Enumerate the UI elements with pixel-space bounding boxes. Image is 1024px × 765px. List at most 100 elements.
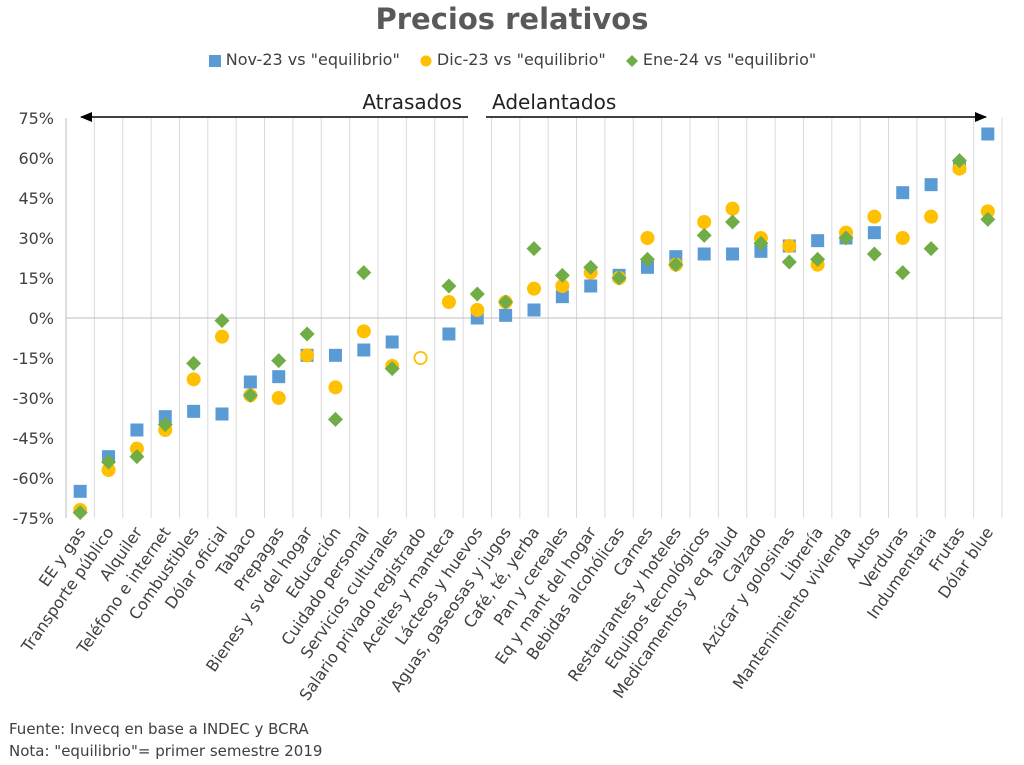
chart-title: Precios relativos [375,2,649,36]
point-nov [130,423,144,437]
point-ene [327,411,343,427]
point-ene [951,153,967,169]
point-dic [129,441,144,456]
point-dic [470,303,485,317]
point-ene [554,267,570,283]
point-ene [101,454,117,470]
point-ene [725,214,741,230]
point-ene [639,251,655,267]
legend-item-nov: Nov-23 vs "equilibrio" [208,50,400,69]
point-ene [186,355,202,371]
point-ene [526,241,542,257]
y-tick-label: 30% [18,229,54,248]
point-nov [527,303,541,317]
axes [65,118,1002,518]
legend-label-nov: Nov-23 vs "equilibrio" [225,50,400,69]
point-nov [328,348,342,362]
footnote: Nota: "equilibrio"= primer semestre 2019 [9,742,323,760]
point-nov [640,260,654,274]
point-dic [555,279,570,293]
point-ene [299,326,315,342]
point-nov [697,247,711,261]
point-dic [300,348,315,363]
point-ene [583,259,599,275]
annotations: Atrasados Adelantados [80,90,987,122]
point-dic [271,391,286,405]
point-dic [356,324,371,339]
point-dic [952,161,967,176]
legend-label-ene: Ene-24 vs "equilibrio" [642,50,817,69]
notes: Fuente: Invecq en base a INDEC y BCRA No… [9,718,322,762]
point-dic [101,463,116,477]
point-nov [981,127,995,141]
point-nov [754,244,768,258]
y-tick-label: -75% [13,509,54,528]
y-tick-label: 75% [18,109,54,128]
point-ene [895,265,911,281]
point-ene [441,278,457,294]
point-nov [811,234,825,248]
point-ene [923,241,939,257]
point-ene [129,449,145,465]
point-nov [215,407,229,421]
y-tick-label: -30% [13,389,54,408]
point-ene [498,294,514,310]
legend-item-ene: Ene-24 vs "equilibrio" [625,50,816,69]
y-tick-label: -15% [13,349,54,368]
point-nov [924,178,938,192]
point-nov [555,290,569,304]
legend-label-dic: Dic-23 vs "equilibrio" [436,50,606,69]
point-nov [73,484,87,498]
y-tick-label: 45% [18,189,54,208]
point-ene [781,254,797,270]
point-dic [215,329,229,344]
point-dic-hollow [413,351,428,365]
point-ene [696,227,712,243]
point-nov [726,247,740,261]
y-tick-label: 0% [29,309,54,328]
point-nov [584,279,598,293]
y-tick-label: -60% [13,469,54,488]
point-ene [72,505,88,521]
point-nov [357,343,371,357]
diamond-marker-icon [625,54,638,67]
point-dic [924,209,939,224]
point-dic [527,281,541,296]
legend-item-dic: Dic-23 vs "equilibrio" [419,50,606,69]
point-nov [867,226,881,240]
point-dic [782,239,797,253]
legend: Nov-23 vs "equilibrio" Dic-23 vs "equili… [0,50,1024,69]
annotation-left: Atrasados [362,90,462,114]
y-tick-label: 60% [18,149,54,168]
point-nov [896,186,910,200]
y-tick-label: 15% [18,269,54,288]
point-nov [385,335,399,349]
point-ene [838,230,854,246]
annotation-right: Adelantados [492,90,616,114]
source-note: Fuente: Invecq en base a INDEC y BCRA [9,720,309,738]
point-dic [867,209,882,224]
point-ene [753,235,769,251]
point-dic [980,204,995,219]
point-ene [384,361,400,377]
point-ene [214,313,230,329]
point-nov [243,375,257,389]
point-ene [157,417,173,433]
point-nov [442,327,456,341]
point-ene [271,353,287,369]
data-points [72,127,996,521]
point-dic [186,372,201,387]
point-ene [469,286,485,302]
point-nov [187,404,201,418]
point-dic [725,201,740,216]
point-dic [697,215,712,229]
point-dic [328,380,343,395]
circle-marker-icon [420,55,432,66]
y-tick-label: -45% [13,429,54,448]
y-tick-labels: 75% 60% 45% 30% 15% 0% -15% -30% -45% -60% -75% [13,109,54,528]
point-nov [499,308,513,322]
point-nov [272,370,286,384]
point-dic [441,295,456,309]
